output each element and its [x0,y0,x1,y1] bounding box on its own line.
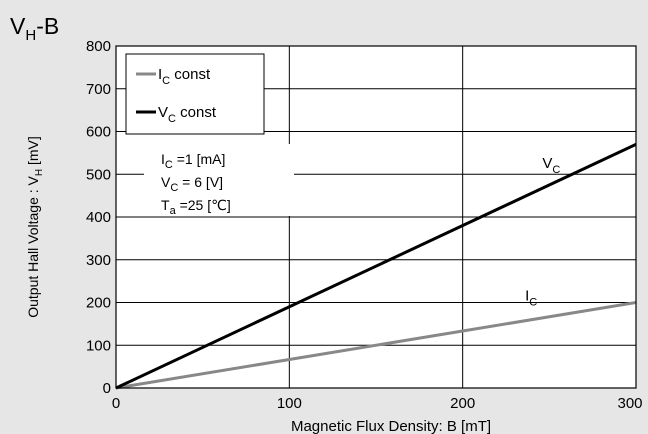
y-tick-label: 600 [86,124,111,141]
annotation-line-3: Ta =25 [℃] [161,197,231,217]
conditions-annotation: IC =1 [mA] VC = 6 [V] Ta =25 [℃] [144,144,294,217]
title-text: VH-B [10,13,59,44]
x-tick-label: 100 [277,395,302,412]
series-line-ic [115,301,637,390]
series-end-label-ic: IC [525,287,537,308]
grid [116,46,636,388]
annotation-line-2: VC = 6 [V] [161,174,223,194]
series-lines: IC VC [115,142,637,390]
y-tick-label: 500 [86,166,111,183]
x-tick-label: 0 [112,395,120,412]
x-tick-label: 300 [617,395,642,412]
tick-labels: 0 100 200 300 400 500 600 700 800 0 100 200 300 [86,38,643,412]
y-tick-label: 800 [86,38,111,55]
legend: IC const VC const [125,53,265,135]
axis-labels: Magnetic Flux Density: B [mT] Output Hall… [25,45,637,434]
y-tick-label: 300 [86,252,111,269]
series-end-label-vc: VC [542,155,560,176]
series-line-vc [115,142,637,390]
y-tick-label: 0 [103,380,111,397]
y-tick-label: 100 [86,337,111,354]
annotation-line-1: IC =1 [mA] [161,151,225,171]
y-tick-label: 700 [86,81,111,98]
plot-border [115,45,637,389]
y-axis-label: Output Hall Voltage : VH [mV] [25,136,45,318]
y-tick-label: 200 [86,295,111,312]
x-axis-label: Magnetic Flux Density: B [mT] [291,418,491,434]
legend-label-vc: VC const [158,104,217,125]
annotation-background [144,144,294,216]
y-tick-label: 400 [86,209,111,226]
x-tick-label: 200 [450,395,475,412]
chart-title: VH-B [10,13,59,44]
legend-box [125,53,265,135]
legend-label-ic: IC const [158,66,211,87]
